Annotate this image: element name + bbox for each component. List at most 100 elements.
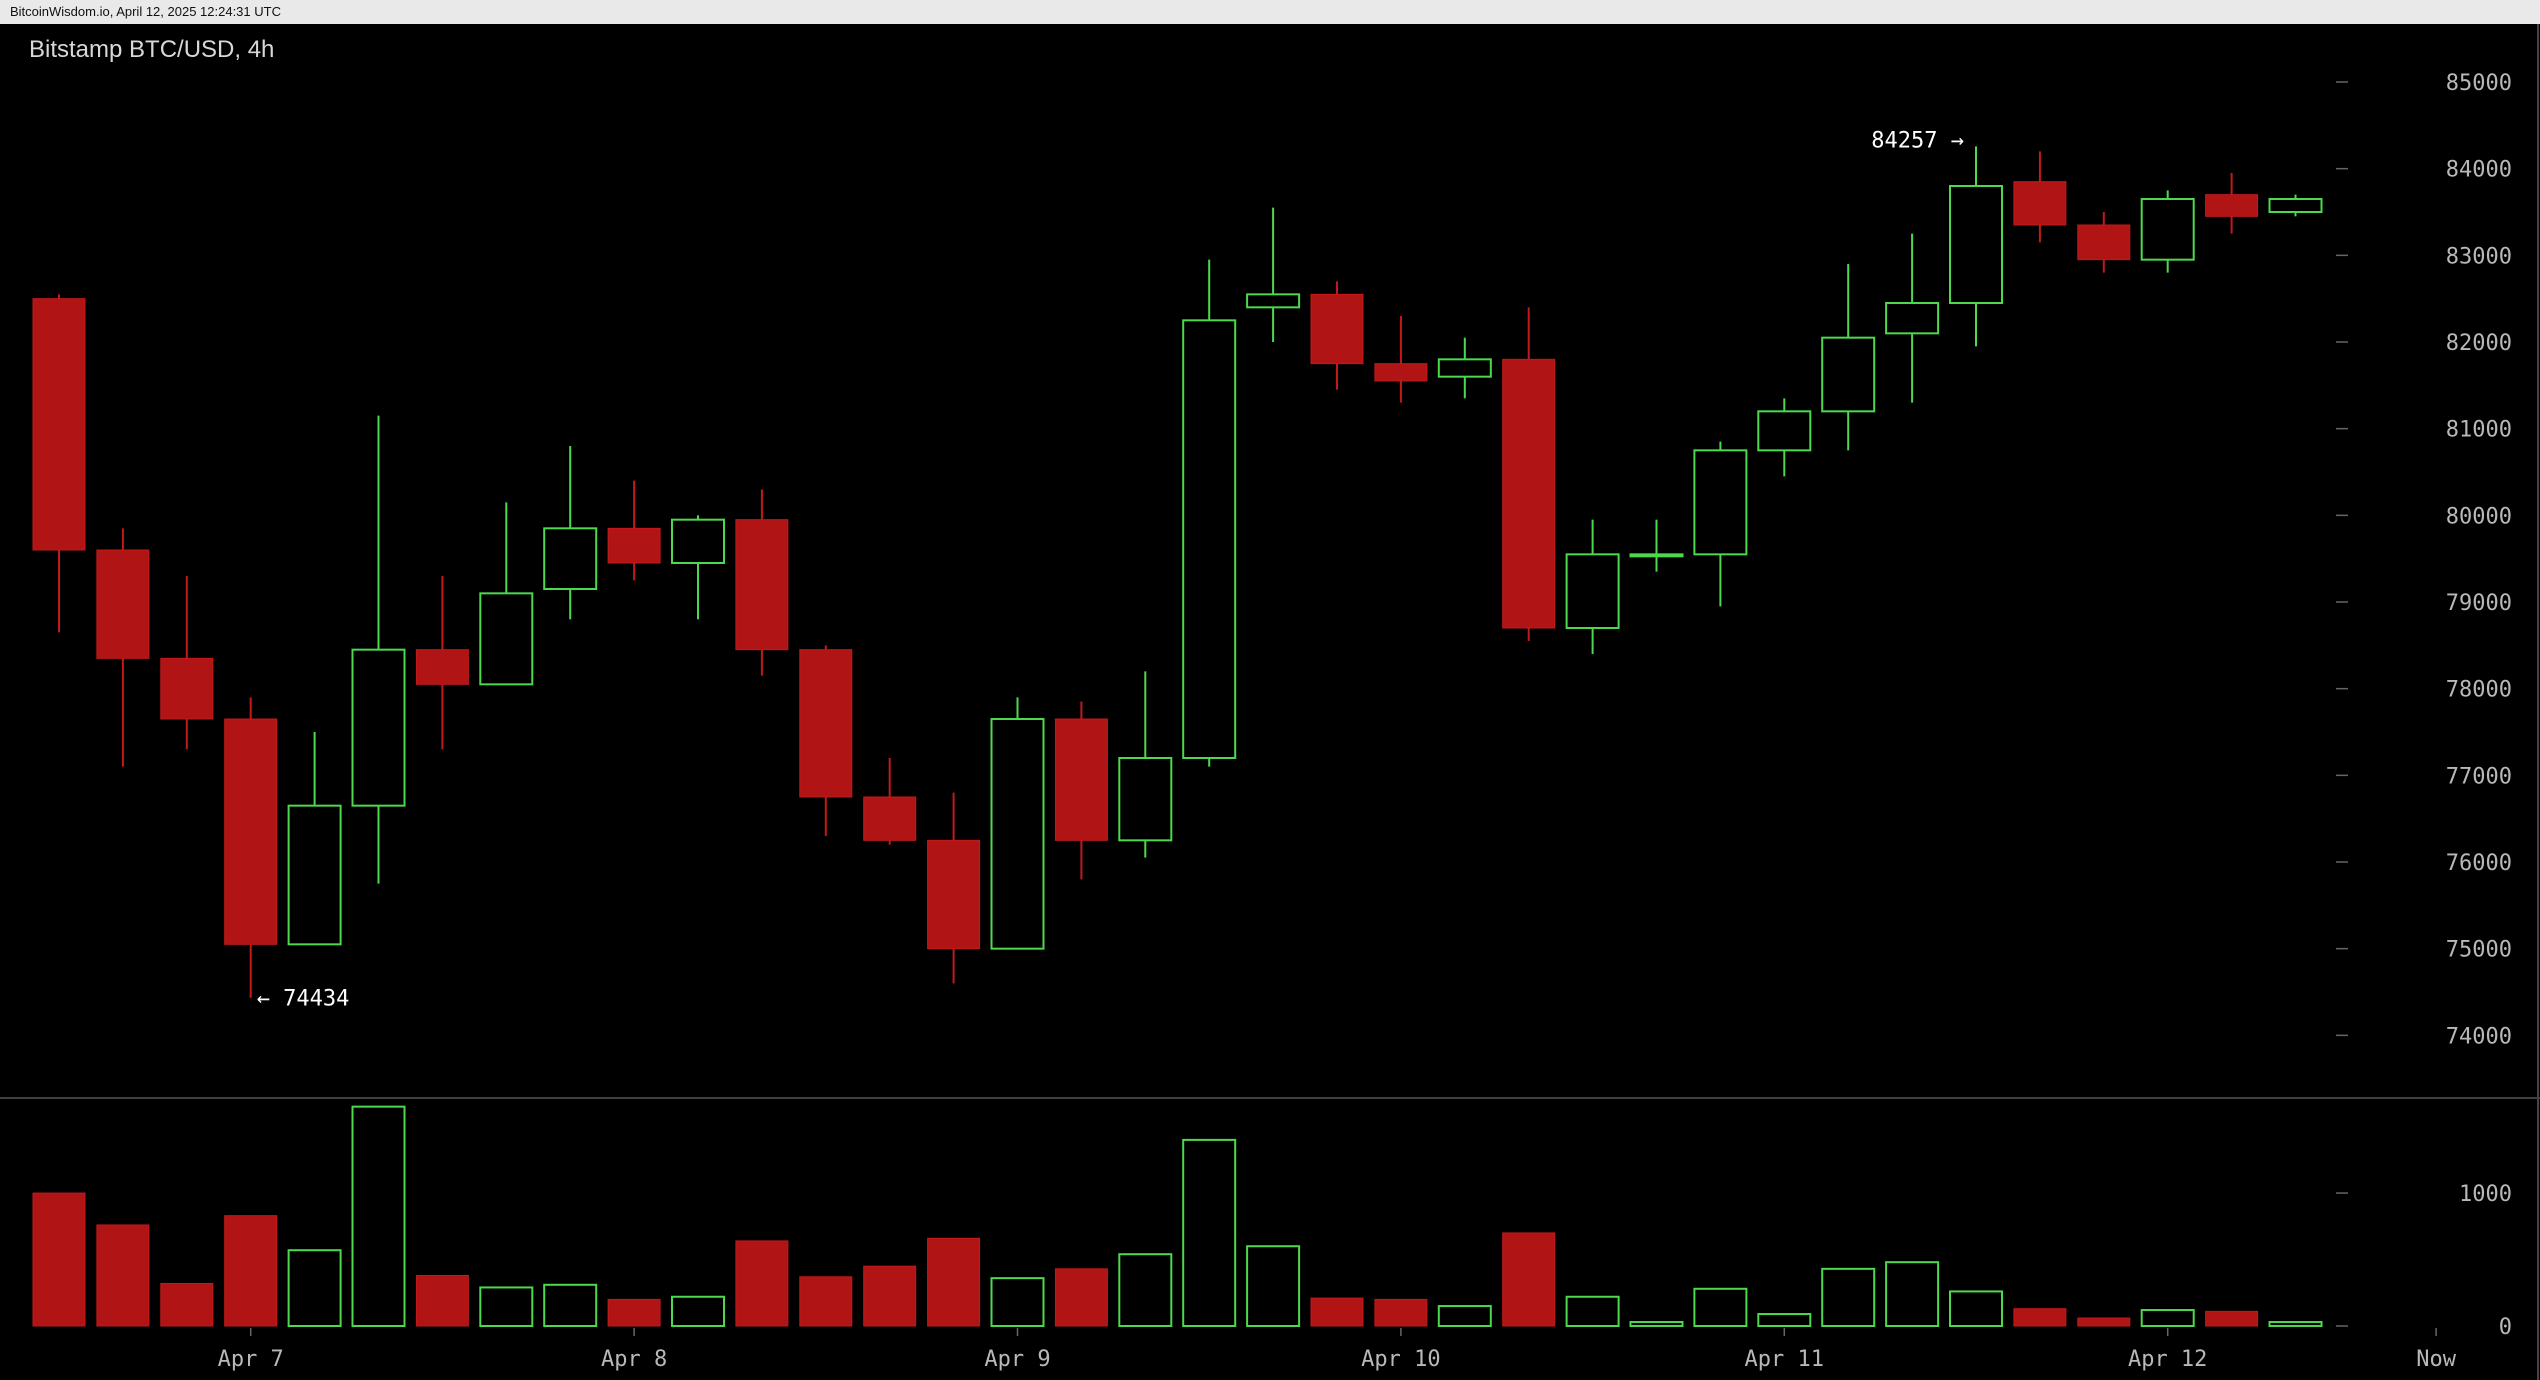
volume-bar-down [96,1224,150,1327]
price-tick-label: 76000 [2446,851,2512,876]
time-tick-label: Apr 9 [984,1347,1050,1372]
volume-bar-down [224,1215,278,1327]
candle [1118,671,1173,858]
candle [1757,398,1812,477]
volume-bar-up [351,1105,406,1328]
candle [543,446,598,620]
volume-tick-label: 1000 [2459,1182,2512,1207]
price-tick-label: 84000 [2446,158,2512,183]
candle-body-up [479,592,534,686]
volume-bar-down [927,1237,981,1327]
time-axis: Apr 7 Apr 8 Apr 9 Apr 10 Apr 11 Apr 12 Now [218,1328,2457,1372]
volume-bar-up [1246,1245,1301,1328]
candle [2077,212,2131,273]
candle [990,697,1045,950]
volume-bar-down [607,1298,661,1327]
candle [1310,281,1364,390]
candle-body-down [96,549,150,659]
volume-bar-up [1693,1287,1748,1328]
candle-body-up [1629,553,1684,558]
candle [479,502,534,686]
volume-bar-down [863,1265,917,1327]
candle-body-up [1821,336,1876,413]
price-tick-label: 79000 [2446,591,2512,616]
volume-bar-down [1054,1268,1108,1327]
time-tick-label: Apr 8 [601,1347,667,1372]
candle-body-down [607,527,661,564]
volume-bar-up [1118,1253,1173,1328]
candle [96,528,150,767]
volume-bar-up [1565,1295,1620,1327]
volume-bar-up [990,1277,1045,1328]
candle-body-up [1757,410,1812,452]
watermark-bar: BitcoinWisdom.io, April 12, 2025 12:24:3… [0,0,2540,24]
volume-bar-up [2140,1309,2195,1328]
price-tick-label: 78000 [2446,678,2512,703]
candle [2205,173,2259,234]
price-tick-label: 82000 [2446,331,2512,356]
volume-bar-down [1310,1297,1364,1327]
candle-body-down [863,796,917,841]
time-tick-label: Apr 11 [1745,1347,1824,1372]
candle [671,515,725,620]
watermark-text: BitcoinWisdom.io, April 12, 2025 12:24:3… [10,4,281,19]
low-annotation: ← 74434 [257,987,350,1012]
candle-body-up [1182,319,1237,759]
candle [607,480,661,581]
candle-body-down [160,657,214,720]
volume-bar-up [2268,1321,2323,1327]
candle-body-up [351,648,406,807]
volume-bar-down [1502,1232,1556,1327]
volume-bar-down [32,1192,86,1327]
candle [224,697,278,998]
candle [2268,194,2323,217]
candle-body-up [1885,302,1940,335]
candle-body-down [415,649,469,685]
candle-body-up [1565,553,1620,629]
volume-bar-down [2205,1310,2259,1327]
price-axis: 85000 84000 83000 82000 81000 80000 79000 78000… [2336,71,2512,1049]
candle-body-up [543,527,598,590]
annotations-layer: ← 74434 84257 → [257,128,1964,1011]
candle [863,758,917,845]
volume-bar-up [1629,1321,1684,1327]
candle [2013,151,2067,243]
candle-body-down [1502,358,1556,629]
candle-body-up [990,718,1045,950]
volume-bar-up [543,1283,598,1327]
volume-axis: 1000 0 [2336,1182,2512,1340]
volume-bars-layer [32,1105,2323,1328]
candle [1821,264,1876,451]
candle-body-down [2013,181,2067,226]
candle [1949,146,2003,347]
candle-body-up [1437,358,1492,378]
candle [1246,207,1301,342]
price-tick-label: 74000 [2446,1024,2512,1049]
price-tick-label: 77000 [2446,764,2512,789]
candle-body-up [671,518,725,565]
candle-body-up [1246,293,1301,309]
volume-bar-down [160,1282,214,1327]
volume-bar-up [1757,1313,1812,1327]
candle-body-up [2140,198,2195,261]
candle [2140,190,2195,273]
candle [287,732,342,946]
candle-body-down [32,298,86,551]
candle [735,489,789,676]
candle-body-down [224,718,278,945]
candle-body-down [1054,718,1108,841]
volume-tick-label: 0 [2499,1315,2512,1340]
candle-body-down [799,649,853,798]
volume-bar-down [415,1274,469,1327]
volume-bar-up [671,1295,725,1327]
candle [927,792,981,984]
candle [1182,259,1237,767]
price-tick-label: 75000 [2446,938,2512,963]
volume-bar-up [1182,1138,1237,1327]
volume-bar-up [287,1249,342,1327]
candle-body-down [1310,293,1364,365]
volume-bar-up [1437,1305,1492,1328]
volume-bar-down [735,1240,789,1327]
volume-bar-up [1949,1290,2003,1328]
